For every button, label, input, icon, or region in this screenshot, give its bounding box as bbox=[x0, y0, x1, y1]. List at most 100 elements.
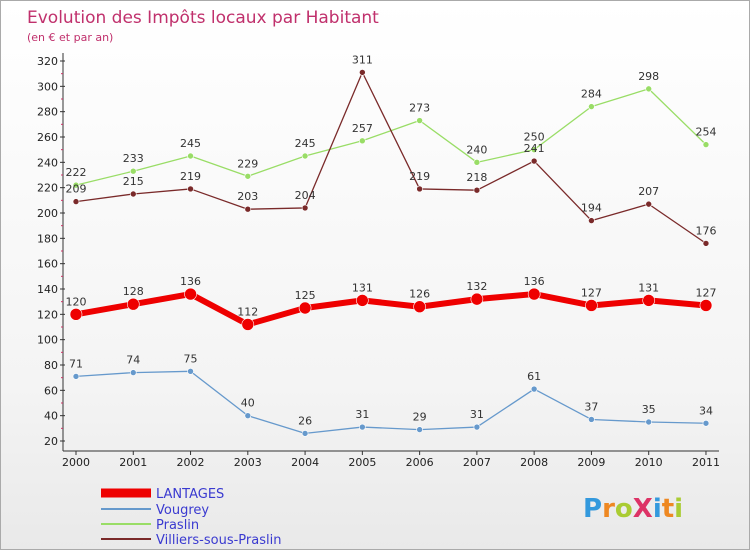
data-point bbox=[187, 152, 194, 160]
data-label: 241 bbox=[524, 142, 545, 155]
data-label: 203 bbox=[237, 190, 258, 203]
data-point bbox=[301, 430, 309, 437]
data-point bbox=[645, 85, 653, 93]
series-layer: 2222332452292452572732402502842982542092… bbox=[66, 53, 716, 437]
legend-item: Villiers-sous-Praslin bbox=[101, 533, 281, 548]
legend-item: Praslin bbox=[101, 518, 199, 533]
y-tick-label: 80 bbox=[44, 359, 58, 372]
data-point bbox=[416, 117, 423, 124]
data-point bbox=[588, 416, 595, 423]
data-point bbox=[359, 69, 366, 76]
legend-label: LANTAGES bbox=[156, 487, 224, 502]
data-point bbox=[129, 369, 137, 376]
proxiti-logo: ProXiti bbox=[583, 494, 683, 524]
data-point bbox=[416, 426, 423, 433]
series-line bbox=[75, 71, 707, 244]
data-point bbox=[588, 217, 595, 224]
y-tick-label: 60 bbox=[44, 384, 58, 397]
data-point bbox=[244, 172, 252, 180]
data-point bbox=[126, 297, 140, 311]
data-label: 207 bbox=[638, 185, 659, 198]
data-label: 219 bbox=[409, 170, 430, 183]
data-point bbox=[530, 146, 538, 153]
data-point bbox=[530, 385, 538, 393]
data-label: 209 bbox=[66, 183, 87, 196]
y-tick-label: 260 bbox=[37, 131, 58, 144]
y-tick-label: 120 bbox=[37, 308, 58, 321]
data-label: 128 bbox=[123, 285, 144, 298]
data-point bbox=[72, 373, 80, 380]
data-point bbox=[645, 200, 653, 208]
data-label: 125 bbox=[295, 289, 316, 302]
y-tick-label: 200 bbox=[37, 207, 58, 220]
data-label: 126 bbox=[409, 288, 430, 301]
data-point bbox=[470, 292, 484, 306]
series-praslin: 222 233 245 229 245 257 273 240 250 284 298 254 bbox=[66, 70, 716, 189]
data-label: 229 bbox=[237, 157, 258, 170]
legend-label: Villiers-sous-Praslin bbox=[156, 533, 281, 548]
data-point bbox=[702, 419, 710, 427]
data-point bbox=[187, 368, 194, 375]
data-label: 34 bbox=[699, 404, 713, 417]
data-label: 240 bbox=[466, 143, 487, 156]
y-tick-label: 100 bbox=[37, 334, 58, 347]
data-point bbox=[69, 308, 83, 321]
data-label: 222 bbox=[66, 166, 87, 179]
x-tick-label: 2011 bbox=[692, 456, 720, 469]
data-label: 61 bbox=[527, 370, 541, 383]
data-point bbox=[699, 299, 713, 312]
axes: 20 40 60 80 100 120 140 160 180 200 220 240 260 280 30… bbox=[37, 53, 720, 469]
legend-item: LANTAGES bbox=[101, 487, 224, 502]
data-point bbox=[359, 423, 366, 431]
x-tick-label: 2002 bbox=[177, 456, 205, 469]
data-label: 273 bbox=[409, 102, 430, 115]
data-label: 250 bbox=[524, 131, 545, 144]
y-tick-label: 280 bbox=[37, 106, 58, 119]
x-tick-label: 2005 bbox=[348, 456, 376, 469]
data-label: 219 bbox=[180, 170, 201, 183]
data-label: 74 bbox=[126, 354, 140, 367]
data-point bbox=[241, 318, 255, 331]
x-tick-label: 2006 bbox=[406, 456, 434, 469]
data-label: 254 bbox=[695, 126, 716, 139]
data-label: 127 bbox=[581, 286, 602, 299]
data-point bbox=[642, 294, 656, 307]
data-label: 218 bbox=[466, 171, 487, 184]
data-point bbox=[473, 186, 481, 194]
data-point bbox=[184, 287, 197, 301]
legend: LANTAGESVougreyPraslinVilliers-sous-Pras… bbox=[101, 487, 281, 548]
data-label: 112 bbox=[237, 305, 258, 318]
y-tick-label: 160 bbox=[37, 258, 58, 271]
y-tick-label: 40 bbox=[44, 410, 58, 423]
data-label: 136 bbox=[524, 275, 545, 288]
data-label: 40 bbox=[241, 397, 255, 410]
data-label: 37 bbox=[584, 400, 598, 413]
data-point bbox=[359, 137, 366, 145]
data-point bbox=[585, 299, 598, 312]
data-point bbox=[416, 185, 423, 193]
data-label: 284 bbox=[581, 88, 602, 101]
data-point bbox=[413, 300, 426, 314]
data-label: 298 bbox=[638, 70, 659, 83]
series-vougrey: 71 74 75 40 26 31 29 31 61 37 35 34 bbox=[69, 352, 713, 437]
data-point bbox=[187, 185, 194, 193]
chart-title: Evolution des Impôts locaux par Habitant bbox=[27, 8, 379, 28]
series-villiers-sous-praslin: 209 215 219 203 204 311 219 218 241 194 207 176 bbox=[66, 53, 716, 247]
legend-label: Vougrey bbox=[156, 503, 209, 518]
data-label: 194 bbox=[581, 202, 602, 215]
data-label: 176 bbox=[695, 224, 716, 237]
y-tick-label: 300 bbox=[37, 80, 58, 93]
data-label: 71 bbox=[69, 357, 83, 370]
data-label: 245 bbox=[180, 137, 201, 150]
data-point bbox=[72, 181, 80, 189]
series-line bbox=[75, 88, 707, 186]
data-label: 120 bbox=[66, 295, 87, 308]
data-label: 204 bbox=[295, 189, 316, 202]
data-point bbox=[244, 205, 252, 213]
data-label: 132 bbox=[466, 280, 487, 293]
data-label: 75 bbox=[184, 352, 198, 365]
data-point bbox=[72, 198, 80, 205]
x-tick-label: 2000 bbox=[62, 456, 90, 469]
y-tick-label: 240 bbox=[37, 156, 58, 169]
